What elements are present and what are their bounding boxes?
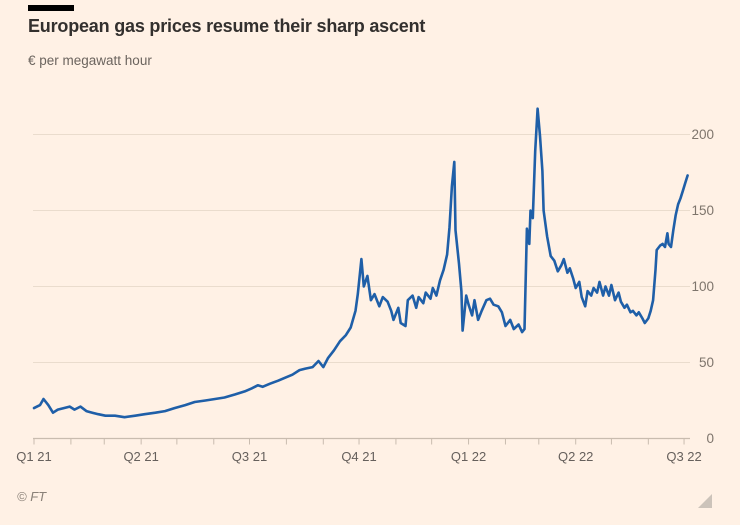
x-tick-label: Q2 21 [123,449,158,464]
y-tick-label: 150 [691,203,714,218]
x-tick-label: Q4 21 [341,449,376,464]
ft-credit: © FT [17,489,47,504]
x-tick-label: Q3 22 [666,449,701,464]
x-tick-label: Q2 22 [558,449,593,464]
x-tick-label: Q3 21 [232,449,267,464]
y-tick-label: 100 [691,279,714,294]
chart-title: European gas prices resume their sharp a… [28,16,426,36]
price-line [32,107,689,419]
y-tick-label: 200 [691,127,714,142]
y-tick-label: 0 [706,431,714,446]
y-tick-label: 50 [699,355,714,370]
x-tick-label: Q1 22 [451,449,486,464]
chart-subtitle: € per megawatt hour [28,53,152,68]
title-rule [28,5,74,11]
resize-handle-icon [698,494,712,508]
x-tick-label: Q1 21 [16,449,51,464]
